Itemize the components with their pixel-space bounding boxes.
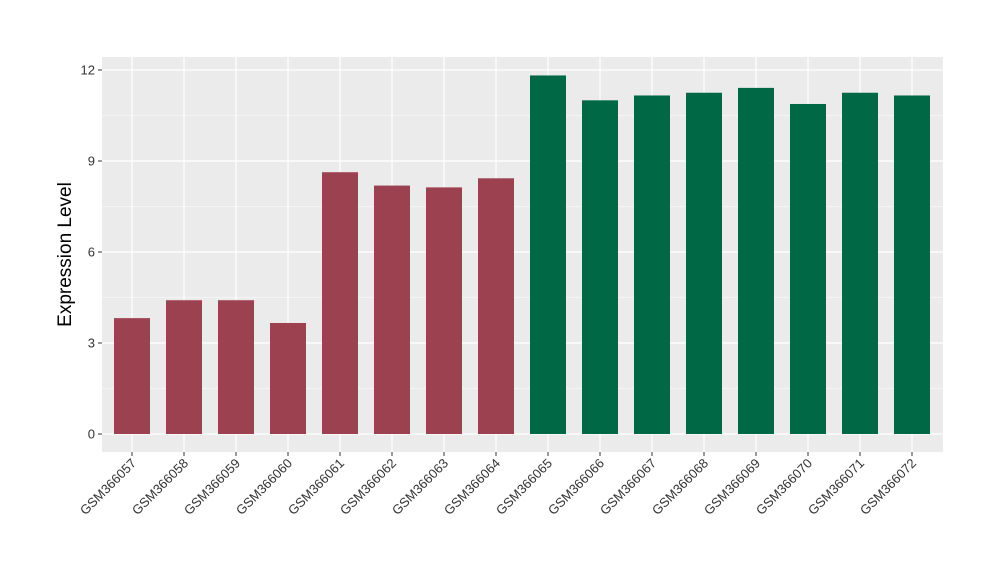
bar-GSM366068 (686, 92, 722, 434)
y-tick-label: 9 (88, 154, 95, 169)
y-tick-label: 12 (81, 63, 95, 78)
bar-GSM366067 (634, 95, 670, 434)
y-axis-title: Expression Level (55, 182, 76, 327)
y-axis: 0 3 6 9 12 (81, 63, 102, 442)
bars (114, 75, 930, 435)
x-tick-label: GSM366072 (857, 456, 919, 518)
bar-GSM366061 (322, 172, 358, 434)
bar-GSM366063 (426, 187, 462, 434)
bar-GSM366066 (582, 100, 618, 434)
bar-GSM366064 (478, 178, 514, 434)
y-tick-label: 0 (88, 427, 95, 442)
bar-GSM366071 (842, 92, 878, 434)
bar-GSM366069 (738, 87, 774, 434)
y-tick-label: 6 (88, 245, 95, 260)
bar-GSM366065 (530, 75, 566, 435)
bar-GSM366060 (270, 322, 306, 434)
bar-GSM366057 (114, 318, 150, 434)
bar-GSM366058 (166, 300, 202, 434)
bar-GSM366059 (218, 300, 254, 434)
bar-GSM366062 (374, 185, 410, 434)
x-axis: GSM366057GSM366058GSM366059GSM366060GSM3… (77, 452, 919, 518)
bar-GSM366072 (894, 95, 930, 434)
y-tick-label: 3 (88, 336, 95, 351)
bar-GSM366070 (790, 103, 826, 435)
